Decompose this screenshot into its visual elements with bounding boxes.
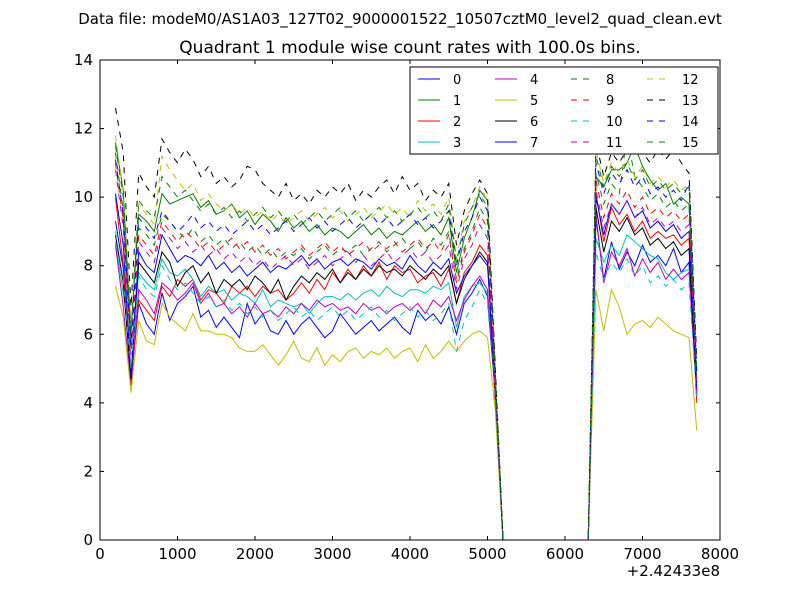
legend-label-0: 0 [453,73,461,88]
y-tick-label: 0 [83,531,93,549]
y-tick-label: 2 [83,462,93,480]
series-layer [115,107,698,541]
series-line-8 [115,135,698,541]
series-line-7 [115,193,698,541]
series-line-5 [115,286,698,541]
series-line-14 [115,159,698,541]
legend-label-12: 12 [682,73,699,88]
legend-label-3: 3 [453,136,461,151]
legend-label-5: 5 [530,94,538,109]
y-tick-label: 4 [83,394,93,412]
series-line-6 [115,207,698,541]
series-line-11 [115,169,698,541]
y-tick-label: 12 [74,120,93,138]
y-tick-label: 10 [74,188,93,206]
series-line-9 [115,162,698,541]
y-tick-label: 6 [83,325,93,343]
legend-label-2: 2 [453,115,461,130]
legend-label-13: 13 [682,94,699,109]
x-tick-label: 1000 [158,545,196,563]
series-line-12 [115,135,698,541]
x-tick-label: 7000 [623,545,661,563]
x-tick-label: 5000 [468,545,506,563]
legend-label-10: 10 [606,115,623,130]
x-tick-label: 3000 [313,545,351,563]
y-tick-label: 14 [74,51,93,69]
chart-title: Quadrant 1 module wise count rates with … [179,38,640,58]
legend-label-7: 7 [530,136,538,151]
legend-label-8: 8 [606,73,614,88]
legend-label-15: 15 [682,136,699,151]
x-tick-label: 2000 [236,545,274,563]
x-tick-label: 4000 [391,545,429,563]
x-axis: 0 1000 2000 3000 4000 5000 6000 7000 8000 [95,60,739,563]
x-offset-label: +2.42433e8 [627,562,720,580]
legend-label-9: 9 [606,94,614,109]
legend-label-14: 14 [682,115,699,130]
legend-label-11: 11 [606,136,623,151]
legend-frame [409,66,719,155]
y-tick-label: 8 [83,257,93,275]
legend-label-1: 1 [453,94,461,109]
series-line-1 [115,142,698,541]
x-tick-label: 6000 [546,545,584,563]
x-tick-label: 0 [95,545,105,563]
series-line-15 [115,145,698,541]
legend-label-4: 4 [530,73,538,88]
series-line-4 [115,214,698,541]
series-line-13 [115,107,698,541]
figure-suptitle: Data file: modeM0/AS1A03_127T02_90000015… [78,10,722,29]
x-tick-label: 8000 [701,545,739,563]
legend-label-6: 6 [530,115,538,130]
